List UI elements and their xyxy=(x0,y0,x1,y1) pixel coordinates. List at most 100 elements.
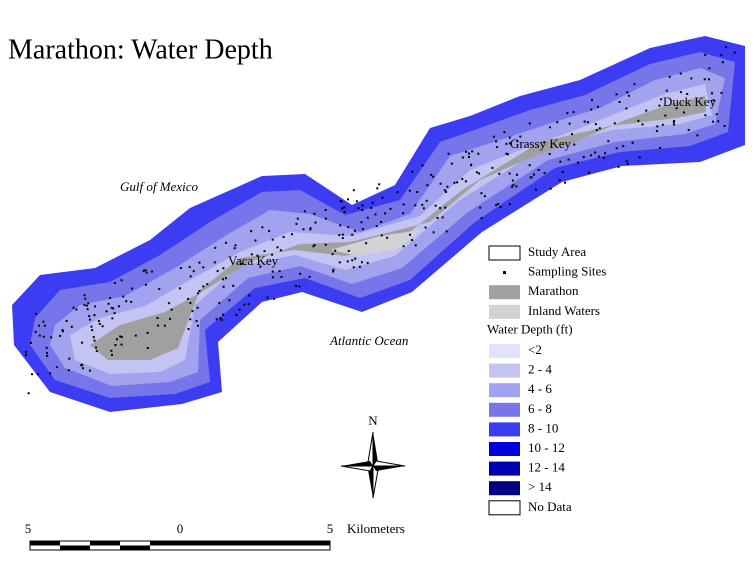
sampling-site xyxy=(296,217,299,220)
sampling-site xyxy=(696,134,699,137)
sampling-site xyxy=(75,308,78,311)
sampling-site xyxy=(655,130,658,133)
sampling-site xyxy=(475,171,478,174)
sampling-site xyxy=(196,306,199,309)
sampling-site xyxy=(505,152,508,155)
sampling-site xyxy=(93,314,96,317)
sampling-site xyxy=(499,205,502,208)
sampling-site xyxy=(215,318,218,321)
sampling-site xyxy=(618,100,621,103)
legend-label: 10 - 12 xyxy=(528,440,565,455)
sampling-site xyxy=(202,285,205,288)
sampling-site xyxy=(626,163,629,166)
sampling-site xyxy=(254,239,257,242)
sampling-site xyxy=(453,181,456,184)
sampling-site xyxy=(256,254,259,257)
sampling-site xyxy=(366,261,369,264)
sampling-site xyxy=(61,329,64,332)
sampling-site xyxy=(146,331,149,334)
sampling-site xyxy=(271,238,274,241)
sampling-site xyxy=(157,324,160,327)
sampling-site xyxy=(68,357,71,360)
sampling-site xyxy=(675,107,678,110)
sampling-site xyxy=(309,227,312,230)
sampling-site xyxy=(645,109,648,112)
sampling-site xyxy=(548,152,551,155)
sampling-site xyxy=(233,247,236,250)
sampling-site xyxy=(70,325,73,328)
sampling-site xyxy=(556,121,559,124)
sampling-site xyxy=(537,168,540,171)
sampling-site xyxy=(119,335,122,338)
sampling-site xyxy=(271,253,274,256)
sampling-site xyxy=(261,226,264,229)
sampling-site xyxy=(414,204,417,207)
sampling-site xyxy=(332,270,335,273)
sampling-sites xyxy=(25,46,736,395)
sampling-site xyxy=(498,172,501,175)
sampling-site xyxy=(113,282,116,285)
scale-label: 5 xyxy=(327,521,334,536)
sampling-site xyxy=(31,373,34,376)
sampling-site xyxy=(528,122,531,125)
sampling-site xyxy=(302,228,305,231)
sampling-site xyxy=(334,249,337,252)
sampling-site xyxy=(656,125,659,128)
sampling-site xyxy=(631,141,634,144)
sampling-site xyxy=(564,181,567,184)
sampling-site xyxy=(673,119,676,122)
sampling-site xyxy=(243,303,246,306)
sampling-site xyxy=(220,318,223,321)
sampling-site xyxy=(122,295,125,298)
sampling-site xyxy=(268,229,271,232)
sampling-site xyxy=(673,123,676,126)
sampling-site xyxy=(508,136,511,139)
sampling-site xyxy=(625,160,628,163)
sampling-site xyxy=(402,203,405,206)
sampling-site xyxy=(279,249,282,252)
sampling-site xyxy=(94,305,97,308)
sampling-site xyxy=(411,170,414,173)
sampling-site xyxy=(156,317,159,320)
sampling-site xyxy=(568,122,571,125)
sampling-site xyxy=(88,369,91,372)
sampling-site xyxy=(295,284,298,287)
sampling-site xyxy=(341,207,344,210)
sampling-site xyxy=(733,51,736,54)
sampling-site xyxy=(263,250,266,253)
sampling-site xyxy=(559,160,562,163)
sampling-site xyxy=(50,336,53,339)
sampling-site xyxy=(638,156,641,159)
sampling-site xyxy=(595,128,598,131)
sampling-site xyxy=(720,54,723,57)
sampling-site xyxy=(516,140,519,143)
sampling-site xyxy=(338,234,341,237)
sampling-site xyxy=(445,190,448,193)
sampling-site xyxy=(480,192,483,195)
sampling-site xyxy=(461,156,464,159)
sampling-site xyxy=(528,164,531,167)
place-label: Gulf of Mexico xyxy=(120,179,198,194)
legend-swatch xyxy=(489,383,520,398)
sampling-site xyxy=(641,123,644,126)
sampling-site xyxy=(682,111,685,114)
sampling-site xyxy=(222,313,225,316)
sampling-site xyxy=(380,234,383,237)
sampling-site xyxy=(615,147,618,150)
sampling-site xyxy=(361,209,364,212)
sampling-site xyxy=(425,199,428,202)
sampling-site xyxy=(496,146,499,149)
sampling-site xyxy=(299,272,302,275)
sampling-site xyxy=(340,200,343,203)
sampling-site xyxy=(80,364,83,367)
sampling-site xyxy=(189,275,192,278)
sampling-site xyxy=(672,121,675,124)
sampling-site xyxy=(92,336,95,339)
sampling-site xyxy=(238,308,241,311)
sampling-site xyxy=(360,221,363,224)
sampling-site xyxy=(534,188,537,191)
sampling-site xyxy=(659,146,662,149)
sampling-site xyxy=(627,94,630,97)
sampling-site xyxy=(46,354,49,357)
